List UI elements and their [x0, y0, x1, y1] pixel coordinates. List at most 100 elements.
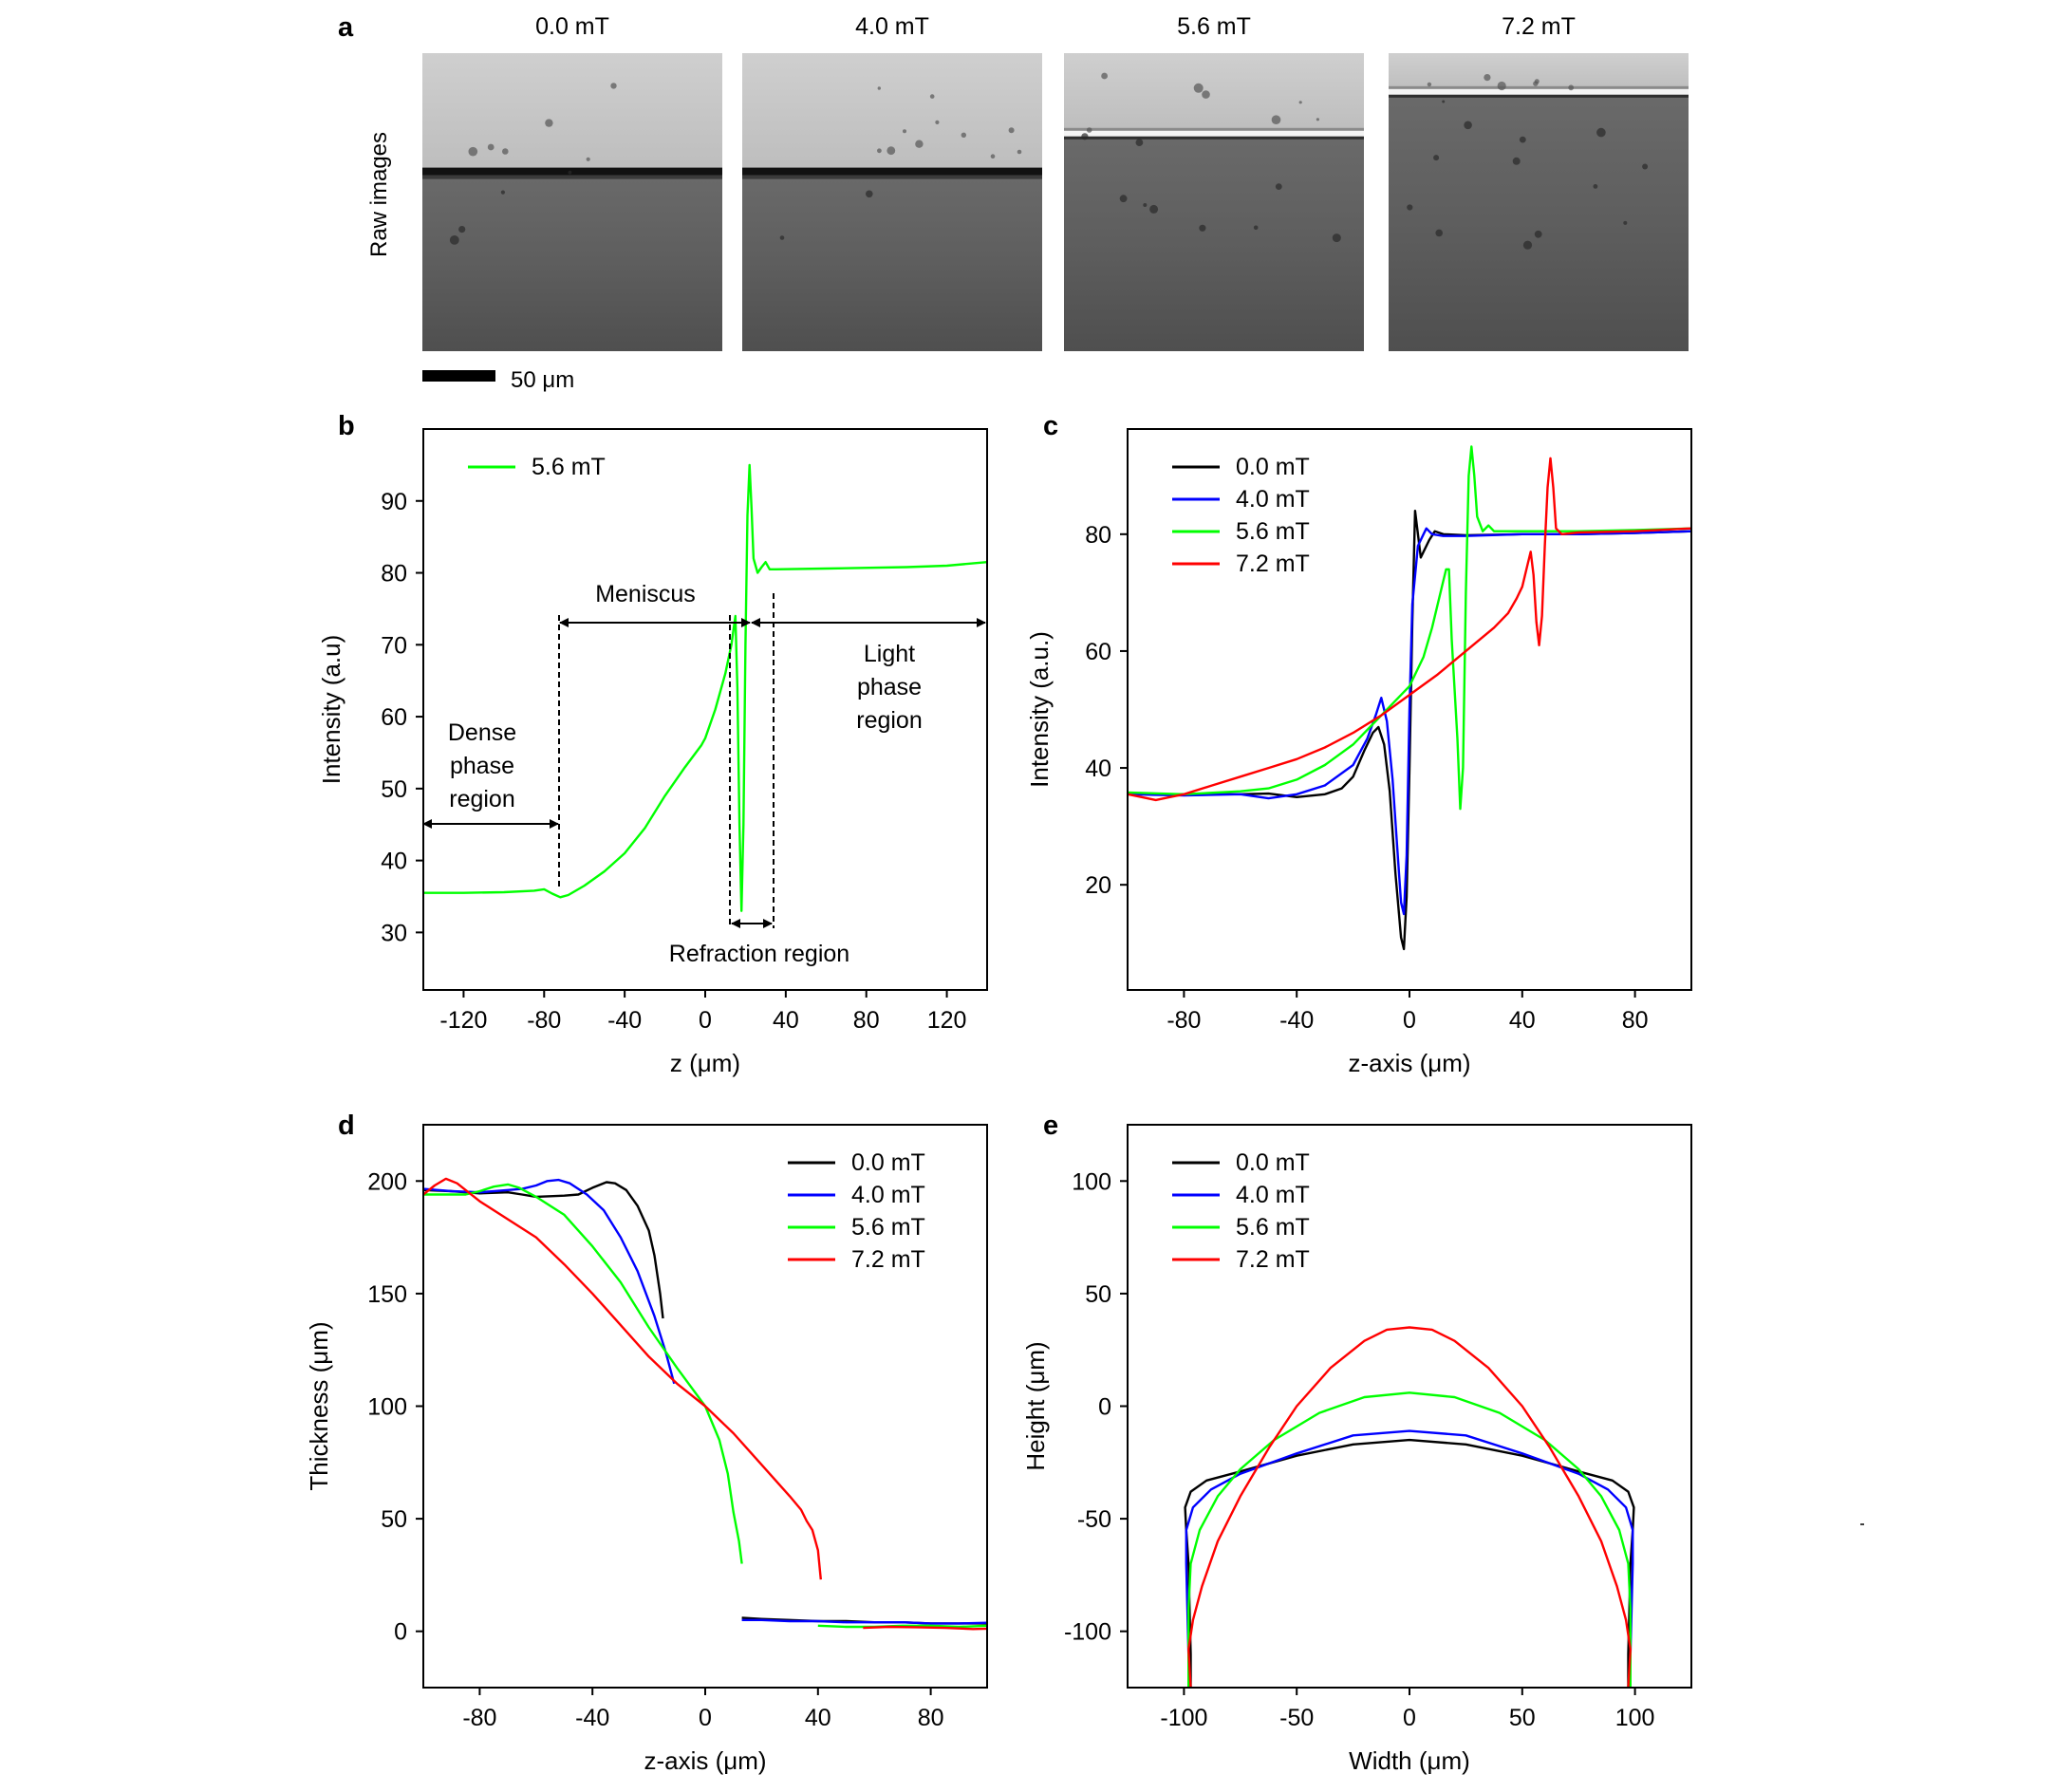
interface-shadow: [742, 175, 1042, 179]
particle-dot: [1143, 203, 1148, 207]
y-tick-label: 40: [1085, 756, 1111, 782]
panel-c-label: c: [1043, 411, 1058, 441]
legend-label: 7.2 mT: [1236, 1246, 1310, 1273]
panel-d: d -80 -40 0 40 80 0 50 100 150 200 z-axis (μm) Thic…: [305, 1111, 988, 1775]
dense-phase-area: [422, 172, 722, 351]
particle-dot: [1081, 133, 1089, 140]
dense-label-1: Dense: [448, 719, 516, 746]
x-tick-label: -80: [1166, 1007, 1201, 1034]
particle-dot: [1519, 136, 1526, 143]
light-label-1: Light: [864, 641, 915, 667]
light-phase-area: [422, 53, 722, 173]
x-tick-label: -40: [575, 1705, 609, 1731]
legend-label: 4.0 mT: [1236, 1182, 1310, 1208]
series-line-4-0-mt: [1185, 1429, 1634, 1688]
legend-label: 0.0 mT: [1236, 1149, 1310, 1176]
y-tick-label: 90: [381, 489, 407, 515]
particle-dot: [500, 190, 506, 195]
x-tick-label: -80: [462, 1705, 496, 1731]
series-group: [423, 463, 987, 912]
particle-dot: [1407, 204, 1413, 211]
series-line-0-0-mt: [423, 1181, 664, 1319]
interface-shadow: [422, 175, 722, 179]
y-tick-label: 0: [1098, 1394, 1111, 1421]
particle-dot: [1193, 83, 1204, 93]
particle-dot: [915, 140, 924, 148]
panel-c: c -80 -40 0 40 80 20 40 60 80 z-axis (μm) Intensit…: [1025, 411, 1692, 1077]
particle-dot: [866, 190, 873, 198]
panel-d-label: d: [338, 1111, 355, 1141]
y-tick-label: 100: [1072, 1168, 1111, 1195]
legend-label: 4.0 mT: [851, 1182, 925, 1208]
y-tick-label: 60: [381, 704, 407, 731]
particle-dot: [1316, 118, 1319, 121]
chart-d: -80 -40 0 40 80 0 50 100 150 200 z-axis (μm) Thickn…: [305, 1124, 988, 1775]
y-tick-label: -100: [1064, 1619, 1111, 1646]
series-line-0-0-mt: [1128, 510, 1691, 951]
x-tick-label: 80: [918, 1705, 944, 1731]
x-tick-label: 100: [1615, 1705, 1655, 1731]
x-axis-label: Width (μm): [1349, 1746, 1470, 1775]
particle-dot: [487, 143, 495, 151]
x-axis-label: z-axis (μm): [644, 1746, 766, 1775]
x-tick-label: 0: [699, 1705, 712, 1731]
interface-line: [1064, 130, 1364, 137]
raw-image-field-label: 4.0 mT: [855, 13, 929, 40]
legend-label: 5.6 mT: [1236, 1214, 1310, 1241]
x-tick-label: 80: [853, 1007, 880, 1034]
particle-dot: [449, 235, 459, 245]
particle-dot: [1623, 220, 1628, 225]
particle-dot: [1464, 121, 1472, 130]
particle-dot: [1017, 149, 1022, 155]
particle-dot: [1008, 127, 1015, 134]
particle-dot: [1522, 240, 1533, 250]
particle-dot: [568, 170, 572, 175]
particle-dot: [1119, 195, 1128, 203]
scale-bar: [422, 370, 495, 382]
x-tick-label: 0: [1403, 1007, 1416, 1034]
particle-dot: [1534, 230, 1542, 238]
raw-image-3: 5.6 mT: [1064, 13, 1364, 351]
light-label-3: region: [856, 707, 923, 734]
light-label-2: phase: [857, 674, 922, 700]
legend: 0.0 mT 4.0 mT 5.6 mT 7.2 mT: [1172, 1149, 1310, 1273]
x-tick-label: -40: [607, 1007, 642, 1034]
legend-label: 0.0 mT: [851, 1149, 925, 1176]
particle-dot: [1512, 157, 1521, 165]
particle-dot: [1427, 82, 1432, 87]
particle-dot: [1202, 90, 1210, 99]
legend: 5.6 mT: [468, 454, 606, 480]
x-tick-label: -120: [439, 1007, 487, 1034]
series-line-7-2-mt: [1128, 457, 1691, 802]
dense-label-2: phase: [450, 753, 514, 779]
meniscus-label: Meniscus: [595, 581, 696, 607]
y-tick-label: 50: [1085, 1281, 1111, 1308]
x-axis-label: z-axis (μm): [1348, 1049, 1470, 1077]
y-axis-label: Thickness (μm): [305, 1321, 333, 1490]
series-line-7-2-mt: [863, 1625, 987, 1631]
series-line-7-2-mt: [423, 1177, 822, 1580]
x-tick-label: 50: [1509, 1705, 1536, 1731]
y-axis-label: Height (μm): [1021, 1341, 1050, 1470]
raw-image-field-label: 0.0 mT: [535, 13, 609, 40]
particle-dot: [1275, 183, 1282, 191]
particle-dot: [929, 94, 935, 99]
y-tick-label: 30: [381, 920, 407, 946]
series-line-4-0-mt: [423, 1178, 676, 1385]
particle-dot: [1298, 101, 1302, 104]
particle-dot: [1149, 204, 1159, 214]
particle-dot: [1568, 84, 1575, 91]
panel-e: e -100 -50 0 50 100 -100 -50 0 50 100 Width (μm) He…: [1021, 1111, 1692, 1775]
series-line-7-2-mt: [1187, 1326, 1632, 1688]
interface-edge: [1389, 94, 1689, 98]
x-tick-label: -50: [1279, 1705, 1314, 1731]
y-tick-label: 20: [1085, 872, 1111, 899]
particle-dot: [1199, 224, 1206, 232]
particle-dot: [1332, 233, 1341, 243]
x-tick-label: 40: [805, 1705, 831, 1731]
particle-dot: [877, 86, 881, 90]
series-group: [1184, 1326, 1635, 1688]
particle-dot: [1271, 115, 1281, 124]
dense-phase-area: [1064, 133, 1364, 351]
